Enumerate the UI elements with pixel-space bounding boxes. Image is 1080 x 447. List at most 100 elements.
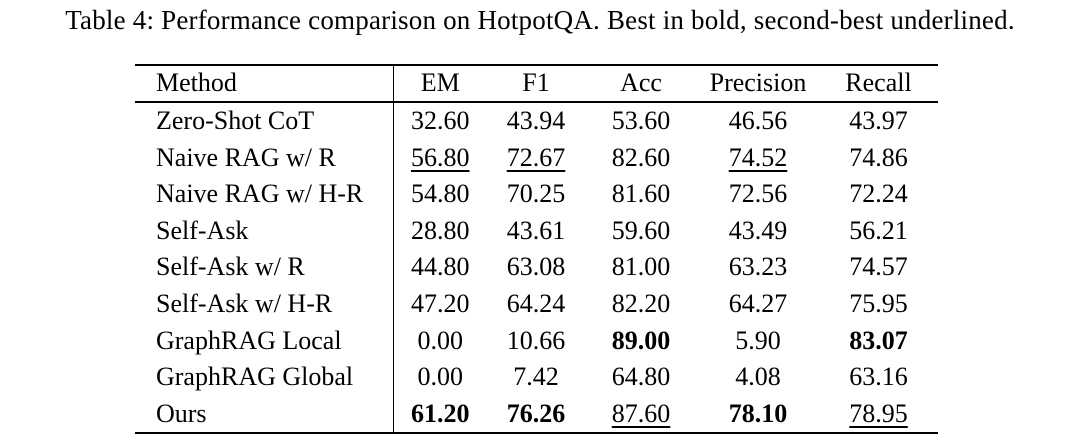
value-cell: 76.26 [487, 396, 585, 434]
method-cell: Ours [135, 395, 394, 434]
value-cell: 43.94 [487, 102, 585, 140]
value-cell-recall: 75.95 [849, 288, 908, 318]
value-cell: 64.27 [697, 286, 819, 323]
value-cell-acc: 59.60 [611, 215, 671, 245]
value-cell: 74.52 [697, 140, 819, 177]
value-cell-em: 61.20 [411, 398, 470, 428]
method-cell: Naive RAG w/ R [135, 139, 394, 177]
value-cell-em: 44.80 [411, 252, 470, 282]
table-row-ours: Ours 61.20 76.26 87.60 78.10 78.95 [135, 395, 938, 434]
value-cell-em: 54.80 [411, 179, 470, 209]
value-cell-acc: 81.60 [611, 179, 671, 209]
value-cell-recall: 74.86 [849, 142, 908, 172]
value-cell-acc: 87.60 [611, 398, 671, 428]
performance-table: Method EM F1 Acc Precision Recall Zero-Shot C… [135, 64, 938, 435]
value-cell: 43.97 [819, 102, 938, 140]
table-row-naive-rag-w-r: Naive RAG w/ R 56.80 72.67 82.60 74.52 74.86 [135, 139, 938, 177]
table-row-zero-shot-cot: Zero-Shot CoT 32.60 43.94 53.60 46.56 43.97 [135, 102, 938, 140]
value-cell-f1: 63.08 [506, 252, 566, 282]
value-cell-precision: 63.23 [728, 252, 788, 282]
value-cell: 87.60 [585, 396, 697, 434]
value-cell: 53.60 [585, 102, 697, 140]
value-cell-precision: 46.56 [728, 106, 788, 135]
value-cell-em: 0.00 [417, 362, 464, 392]
value-cell-f1: 10.66 [506, 325, 566, 355]
value-cell: 0.00 [393, 359, 487, 396]
value-cell: 81.00 [585, 249, 697, 286]
table-row-graphrag-global: GraphRAG Global 0.00 7.42 64.80 4.08 63.16 [135, 359, 938, 396]
value-cell: 7.42 [487, 359, 585, 396]
value-cell-acc: 53.60 [611, 106, 671, 135]
value-cell: 72.24 [819, 176, 938, 213]
value-cell: 0.00 [393, 323, 487, 360]
value-cell-f1: 70.25 [506, 179, 566, 209]
value-cell-acc: 82.20 [611, 288, 671, 318]
method-cell: Self-Ask [135, 212, 394, 250]
value-cell: 63.23 [697, 249, 819, 286]
value-cell: 82.20 [585, 286, 697, 323]
column-header-recall: Recall [845, 68, 912, 98]
value-cell-em: 47.20 [411, 288, 470, 318]
value-cell: 64.24 [487, 286, 585, 323]
table-row-naive-rag-w-h-r: Naive RAG w/ H-R 54.80 70.25 81.60 72.56 72.2… [135, 176, 938, 213]
column-header-acc: Acc [620, 68, 662, 98]
value-cell: 78.10 [697, 396, 819, 434]
value-cell-recall: 74.57 [849, 252, 908, 282]
value-cell-em: 56.80 [411, 142, 470, 172]
value-cell-precision: 4.08 [735, 362, 781, 392]
table-row-self-ask-w-r: Self-Ask w/ R 44.80 63.08 81.00 63.23 74.57 [135, 249, 938, 286]
value-cell-precision: 43.49 [728, 215, 788, 245]
column-header-precision: Precision [709, 68, 807, 98]
value-cell-recall: 56.21 [849, 215, 908, 245]
value-cell: 47.20 [393, 286, 487, 323]
column-header-f1: F1 [522, 68, 550, 98]
value-cell-f1: 72.67 [506, 142, 566, 172]
method-cell: GraphRAG Local [135, 322, 394, 360]
value-cell: 5.90 [697, 323, 819, 360]
value-cell-f1: 64.24 [506, 288, 566, 318]
value-cell-em: 28.80 [411, 215, 470, 245]
value-cell: 74.86 [819, 140, 938, 177]
table-row-graphrag-local: GraphRAG Local 0.00 10.66 89.00 5.90 83.07 [135, 322, 938, 360]
value-cell-acc: 64.80 [611, 362, 671, 392]
value-cell-f1: 76.26 [506, 398, 566, 428]
method-cell: Self-Ask w/ R [135, 249, 394, 286]
value-cell: 56.80 [393, 140, 487, 177]
value-cell: 82.60 [585, 140, 697, 177]
method-cell: Zero-Shot CoT [135, 102, 394, 140]
value-cell-acc: 82.60 [611, 142, 671, 172]
value-cell: 46.56 [697, 102, 819, 140]
value-cell: 59.60 [585, 213, 697, 250]
value-cell-precision: 74.52 [728, 142, 788, 172]
value-cell: 75.95 [819, 286, 938, 323]
method-cell: Naive RAG w/ H-R [135, 176, 394, 213]
column-header-method: Method [135, 65, 394, 102]
value-cell: 43.49 [697, 213, 819, 250]
table-row-self-ask-w-h-r: Self-Ask w/ H-R 47.20 64.24 82.20 64.27 75.95 [135, 285, 938, 323]
value-cell: 72.67 [487, 140, 585, 177]
value-cell: 83.07 [819, 323, 938, 360]
value-cell-precision: 5.90 [735, 325, 781, 355]
value-cell-recall: 83.07 [849, 325, 908, 355]
value-cell-precision: 72.56 [728, 179, 788, 209]
value-cell-recall: 43.97 [849, 106, 908, 135]
value-cell-em: 0.00 [417, 325, 464, 355]
method-cell: GraphRAG Global [135, 359, 394, 396]
value-cell: 44.80 [393, 249, 487, 286]
value-cell-acc: 81.00 [611, 252, 671, 282]
value-cell-f1: 7.42 [513, 362, 559, 392]
value-cell-recall: 78.95 [849, 398, 908, 428]
value-cell: 4.08 [697, 359, 819, 396]
value-cell-em: 32.60 [411, 106, 470, 135]
value-cell-f1: 43.61 [506, 215, 566, 245]
value-cell: 64.80 [585, 359, 697, 396]
value-cell: 74.57 [819, 249, 938, 286]
value-cell: 81.60 [585, 176, 697, 213]
value-cell: 43.61 [487, 213, 585, 250]
table-row-self-ask: Self-Ask 28.80 43.61 59.60 43.49 56.21 [135, 212, 938, 250]
value-cell: 78.95 [819, 396, 938, 434]
value-cell: 61.20 [393, 396, 487, 434]
table-caption: Table 4: Performance comparison on Hotpo… [65, 5, 1015, 35]
value-cell: 89.00 [585, 323, 697, 360]
header-row: Method EM F1 Acc Precision Recall [135, 65, 938, 102]
